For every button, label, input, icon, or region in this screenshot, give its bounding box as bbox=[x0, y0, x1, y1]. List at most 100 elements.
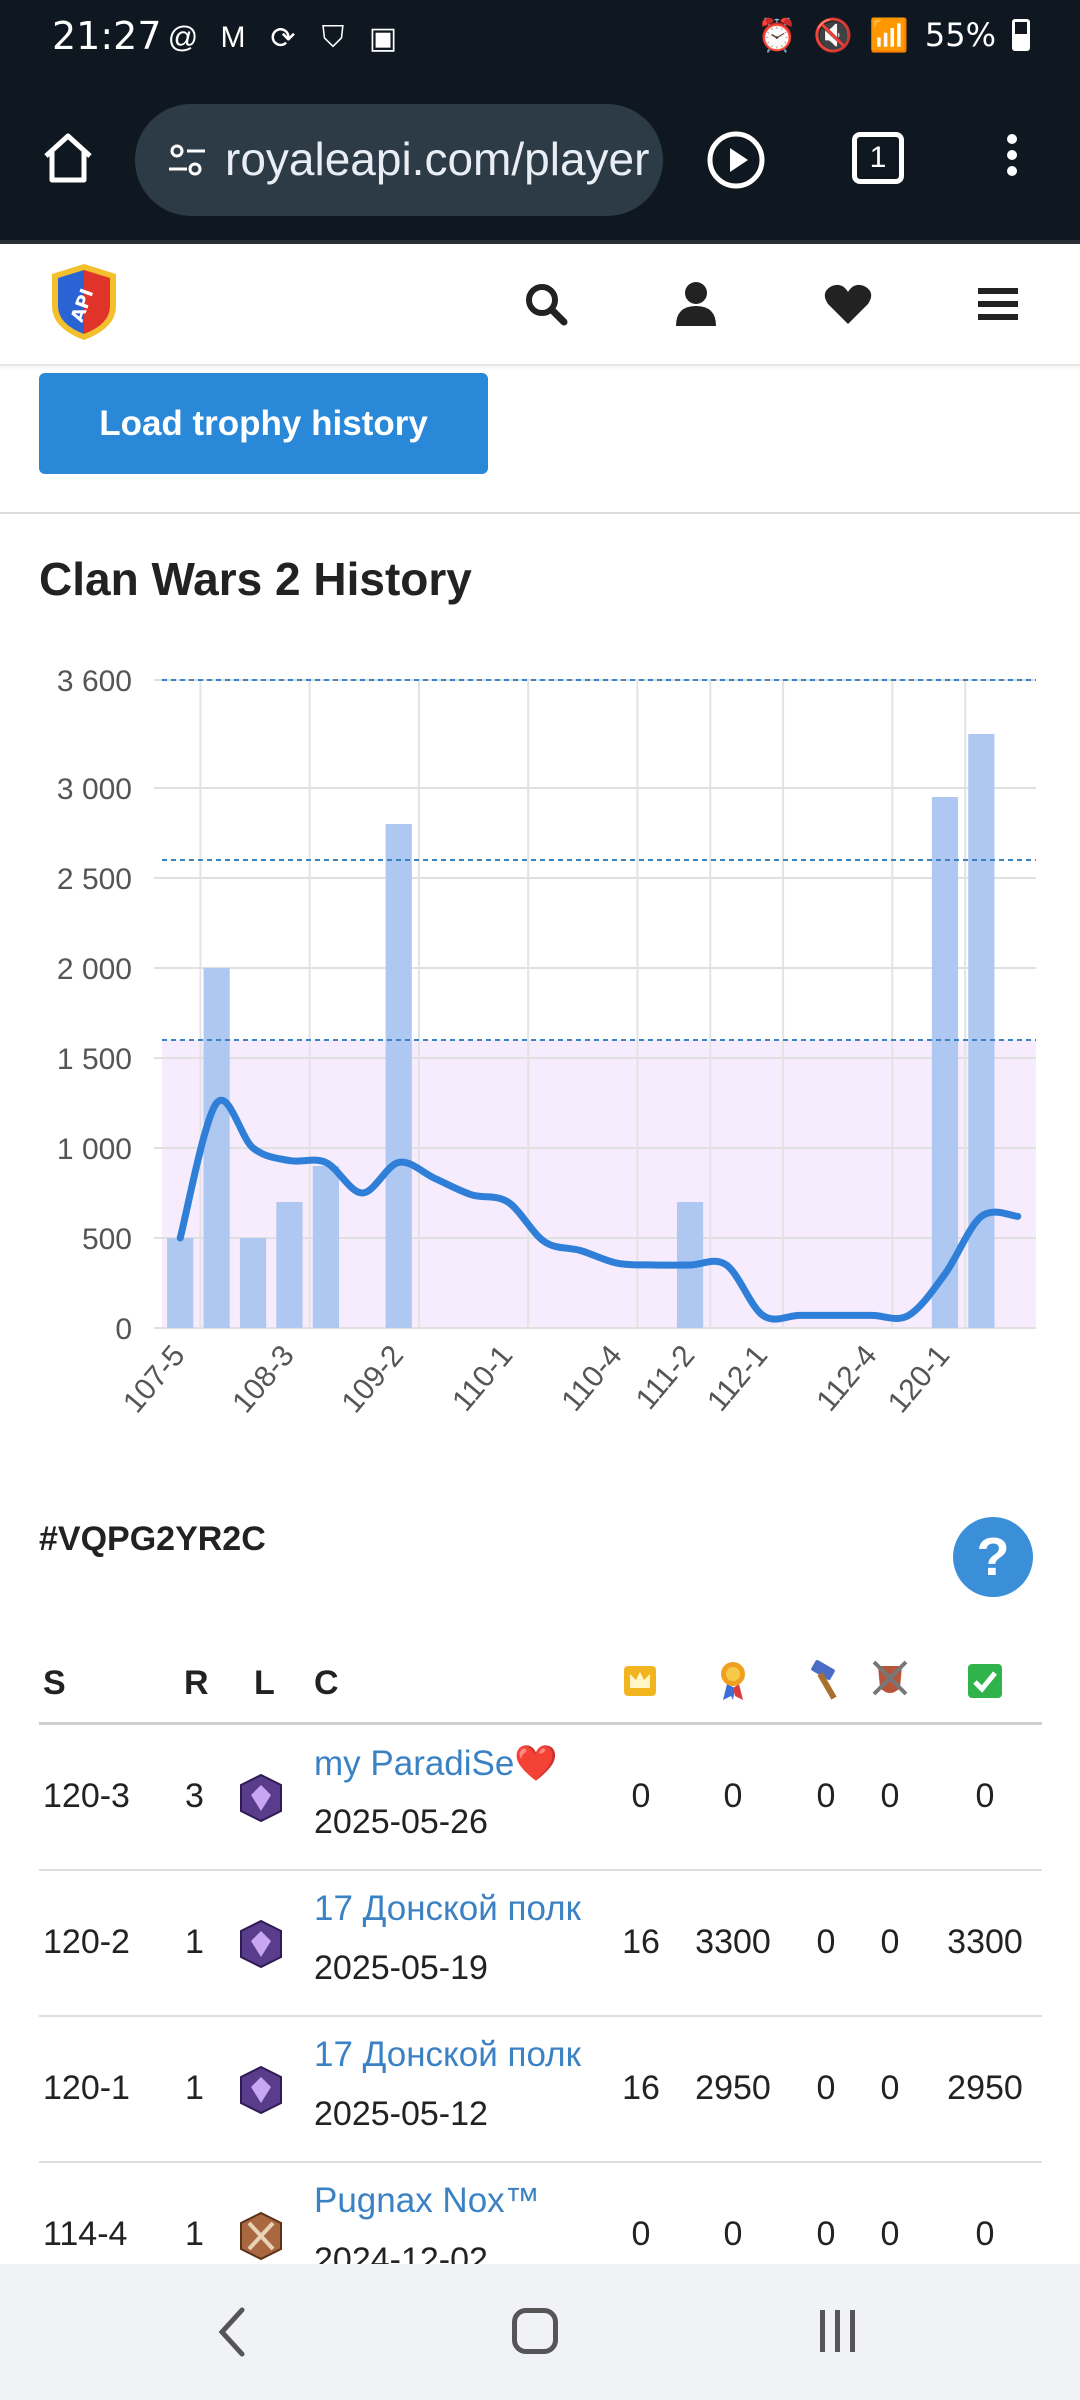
header-season[interactable]: S bbox=[43, 1664, 66, 1702]
alarm-icon: ⏰ bbox=[757, 17, 798, 53]
x-tick-label: 107-5 bbox=[117, 1339, 192, 1419]
cell-repair: 0 bbox=[816, 2215, 836, 2253]
threads-icon: @ bbox=[167, 21, 199, 54]
cell-season: 114-4 bbox=[43, 2215, 128, 2253]
home-nav-icon[interactable] bbox=[512, 2308, 558, 2354]
bar bbox=[968, 734, 995, 1328]
cell-repair: 0 bbox=[816, 1777, 836, 1815]
address-bar[interactable]: royaleapi.com/player bbox=[135, 104, 663, 216]
cell-boat: 0 bbox=[880, 2215, 900, 2253]
sync-icon: ⟳ bbox=[270, 21, 296, 55]
user-icon[interactable] bbox=[670, 278, 722, 330]
cell-season: 120-1 bbox=[43, 2069, 130, 2107]
shaded-band bbox=[162, 1040, 1036, 1328]
gmail-icon: M bbox=[220, 21, 246, 54]
y-tick-label: 2 000 bbox=[57, 953, 132, 986]
section-divider bbox=[0, 512, 1080, 514]
y-tick-label: 500 bbox=[82, 1223, 132, 1256]
cell-decks: 0 bbox=[631, 1777, 651, 1815]
bar bbox=[312, 1166, 339, 1328]
table-row[interactable]: 120-2 1 17 Донской полк 2025-05-19 16 33… bbox=[39, 1871, 1042, 2017]
legendary-league-badge bbox=[240, 1919, 282, 1969]
cell-date: 2025-05-26 bbox=[314, 1803, 488, 1841]
back-icon[interactable] bbox=[212, 2304, 252, 2360]
cell-season: 120-2 bbox=[43, 1923, 130, 1961]
bar bbox=[167, 1238, 194, 1328]
medal-icon[interactable] bbox=[713, 1658, 753, 1702]
cell-repair: 0 bbox=[816, 2069, 836, 2107]
header-rank[interactable]: R bbox=[184, 1664, 209, 1702]
royaleapi-logo[interactable]: API bbox=[48, 262, 120, 342]
legendary-league-badge bbox=[240, 1773, 282, 1823]
cell-fame: 3300 bbox=[695, 1923, 771, 1961]
header-clan[interactable]: C bbox=[314, 1664, 339, 1702]
recent-apps-icon[interactable] bbox=[816, 2308, 860, 2354]
cell-total: 0 bbox=[975, 1777, 995, 1815]
home-icon[interactable] bbox=[38, 128, 98, 188]
tab-switcher-button[interactable]: 1 bbox=[852, 132, 904, 184]
status-time: 21:27 bbox=[52, 14, 162, 58]
bar bbox=[203, 968, 230, 1328]
table-row[interactable]: 120-3 3 my ParadiSe❤️ 2025-05-26 0 0 0 0… bbox=[39, 1725, 1042, 1871]
bar bbox=[385, 824, 412, 1328]
wifi-icon: 📶 bbox=[869, 17, 909, 53]
clan-link[interactable]: Pugnax Nox™ bbox=[314, 2181, 540, 2220]
y-tick-label: 3 600 bbox=[57, 665, 132, 698]
cell-total: 3300 bbox=[947, 1923, 1023, 1961]
clan-wars-table: S R L C 120-3 3 bbox=[39, 1640, 1042, 2309]
bronze-league-badge bbox=[240, 2211, 282, 2261]
search-icon[interactable] bbox=[520, 278, 572, 330]
cell-rank: 1 bbox=[185, 2215, 204, 2253]
cell-rank: 3 bbox=[185, 1777, 204, 1815]
cell-rank: 1 bbox=[185, 2069, 204, 2107]
boat-attack-icon[interactable] bbox=[870, 1658, 910, 1702]
mute-icon: 🔇 bbox=[813, 17, 854, 53]
cell-date: 2025-05-12 bbox=[314, 2095, 488, 2133]
section-title: Clan Wars 2 History bbox=[39, 553, 472, 605]
cell-boat: 0 bbox=[880, 2069, 900, 2107]
check-icon[interactable] bbox=[965, 1658, 1005, 1702]
cell-boat: 0 bbox=[880, 1923, 900, 1961]
status-bar: 21:27 @ M ⟳ ⛉ ▣ ⏰ 🔇 📶 55% bbox=[0, 0, 1080, 80]
x-tick-label: 120-1 bbox=[882, 1339, 957, 1419]
clan-link[interactable]: 17 Донской полк bbox=[314, 2035, 581, 2074]
cell-fame: 0 bbox=[723, 1777, 743, 1815]
x-tick-label: 110-4 bbox=[555, 1339, 628, 1417]
x-tick-label: 112-1 bbox=[701, 1339, 774, 1417]
browser-menu-icon[interactable] bbox=[1000, 128, 1024, 192]
clan-link[interactable]: 17 Донской полк bbox=[314, 1889, 581, 1928]
gallery-icon: ▣ bbox=[368, 21, 398, 55]
heart-icon[interactable] bbox=[822, 278, 874, 330]
series-line bbox=[176, 1096, 1022, 1323]
y-tick-label: 3 000 bbox=[57, 773, 132, 806]
play-icon[interactable] bbox=[706, 130, 766, 190]
bar bbox=[931, 797, 959, 1328]
cell-fame: 2950 bbox=[695, 2069, 771, 2107]
header-league[interactable]: L bbox=[254, 1664, 275, 1702]
x-tick-label: 110-1 bbox=[446, 1339, 519, 1417]
clan-link[interactable]: my ParadiSe❤️ bbox=[314, 1744, 558, 1783]
y-tick-label: 1 000 bbox=[57, 1133, 132, 1166]
table-header: S R L C bbox=[39, 1640, 1042, 1725]
cell-decks: 16 bbox=[622, 1923, 660, 1961]
crown-icon[interactable] bbox=[620, 1658, 660, 1702]
cell-fame: 0 bbox=[723, 2215, 743, 2253]
cell-season: 120-3 bbox=[43, 1777, 130, 1815]
help-button[interactable]: ? bbox=[953, 1517, 1033, 1597]
clan-wars-chart: 0 500 1 000 1 500 2 000 2 500 3 000 3 600 107-5 1… bbox=[57, 665, 1036, 1419]
cell-repair: 0 bbox=[816, 1923, 836, 1961]
player-tag: #VQPG2YR2C bbox=[39, 1520, 266, 1558]
y-tick-label: 1 500 bbox=[57, 1043, 132, 1076]
x-tick-label: 109-2 bbox=[335, 1339, 410, 1419]
table-row[interactable]: 120-1 1 17 Донской полк 2025-05-12 16 29… bbox=[39, 2017, 1042, 2163]
cell-boat: 0 bbox=[880, 1777, 900, 1815]
legendary-league-badge bbox=[240, 2065, 282, 2115]
cell-total: 2950 bbox=[947, 2069, 1023, 2107]
cell-decks: 0 bbox=[631, 2215, 651, 2253]
x-tick-label: 111-2 bbox=[630, 1339, 702, 1416]
hamburger-menu-icon[interactable] bbox=[972, 278, 1024, 330]
bar bbox=[276, 1202, 303, 1328]
load-trophy-history-button[interactable]: Load trophy history bbox=[39, 373, 488, 474]
site-settings-icon[interactable] bbox=[167, 140, 207, 180]
hammer-icon[interactable] bbox=[806, 1658, 846, 1702]
